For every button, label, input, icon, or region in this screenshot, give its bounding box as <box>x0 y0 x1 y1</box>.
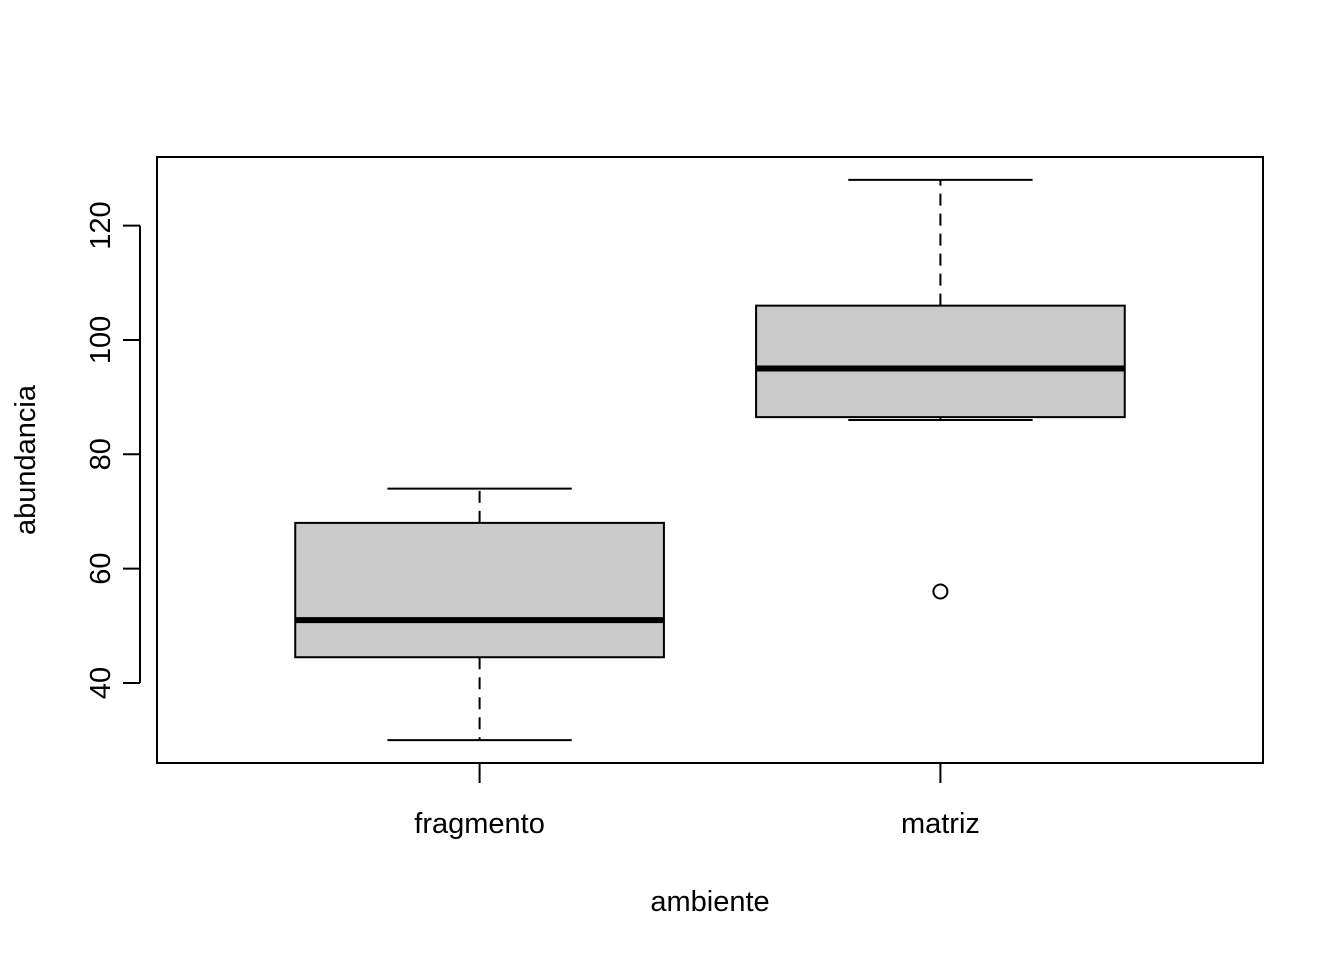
box-iqr <box>294 521 665 659</box>
y-tick-label: 40 <box>85 667 117 699</box>
y-tick-label: 100 <box>85 316 117 364</box>
y-axis: 40 60 80 100 120 <box>85 201 141 699</box>
box-iqr <box>755 304 1126 419</box>
y-axis-label: abundancia <box>10 384 42 535</box>
y-tick-label: 120 <box>85 201 117 249</box>
y-tick-label: 60 <box>85 552 117 584</box>
outlier-point <box>932 583 949 600</box>
x-axis: fragmento matriz <box>414 763 980 840</box>
box-matriz <box>755 178 1126 600</box>
box-group <box>294 178 1126 742</box>
y-tick-label: 80 <box>85 438 117 470</box>
x-tick-label: fragmento <box>414 808 545 840</box>
x-tick-label: matriz <box>901 808 980 840</box>
plot-frame <box>156 156 1264 764</box>
x-axis-label: ambiente <box>650 886 769 918</box>
box-fragmento <box>294 487 665 742</box>
